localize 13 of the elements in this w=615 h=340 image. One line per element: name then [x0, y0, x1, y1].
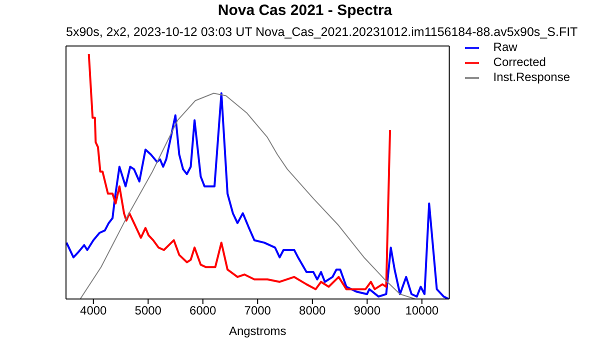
x-tick-label: 10000	[405, 304, 439, 318]
legend-label: Raw	[493, 40, 518, 54]
legend-label: Corrected	[493, 55, 546, 69]
chart-subtitle: 5x90s, 2x2, 2023-10-12 03:03 UT Nova_Cas_2021.20231012.im1156184-88.av5x90s_S.FIT	[66, 25, 578, 39]
x-tick-label: 6000	[190, 304, 217, 318]
x-tick-label: 5000	[134, 304, 162, 318]
x-tick-label: 8000	[299, 304, 326, 318]
chart-title: Nova Cas 2021 - Spectra	[216, 2, 394, 19]
x-axis-title: Angstroms	[228, 324, 286, 338]
legend-label: Inst.Response	[493, 70, 570, 84]
x-tick-label: 9000	[354, 304, 381, 318]
x-tick-label: 4000	[80, 304, 108, 318]
x-tick-label: 7000	[244, 304, 272, 318]
